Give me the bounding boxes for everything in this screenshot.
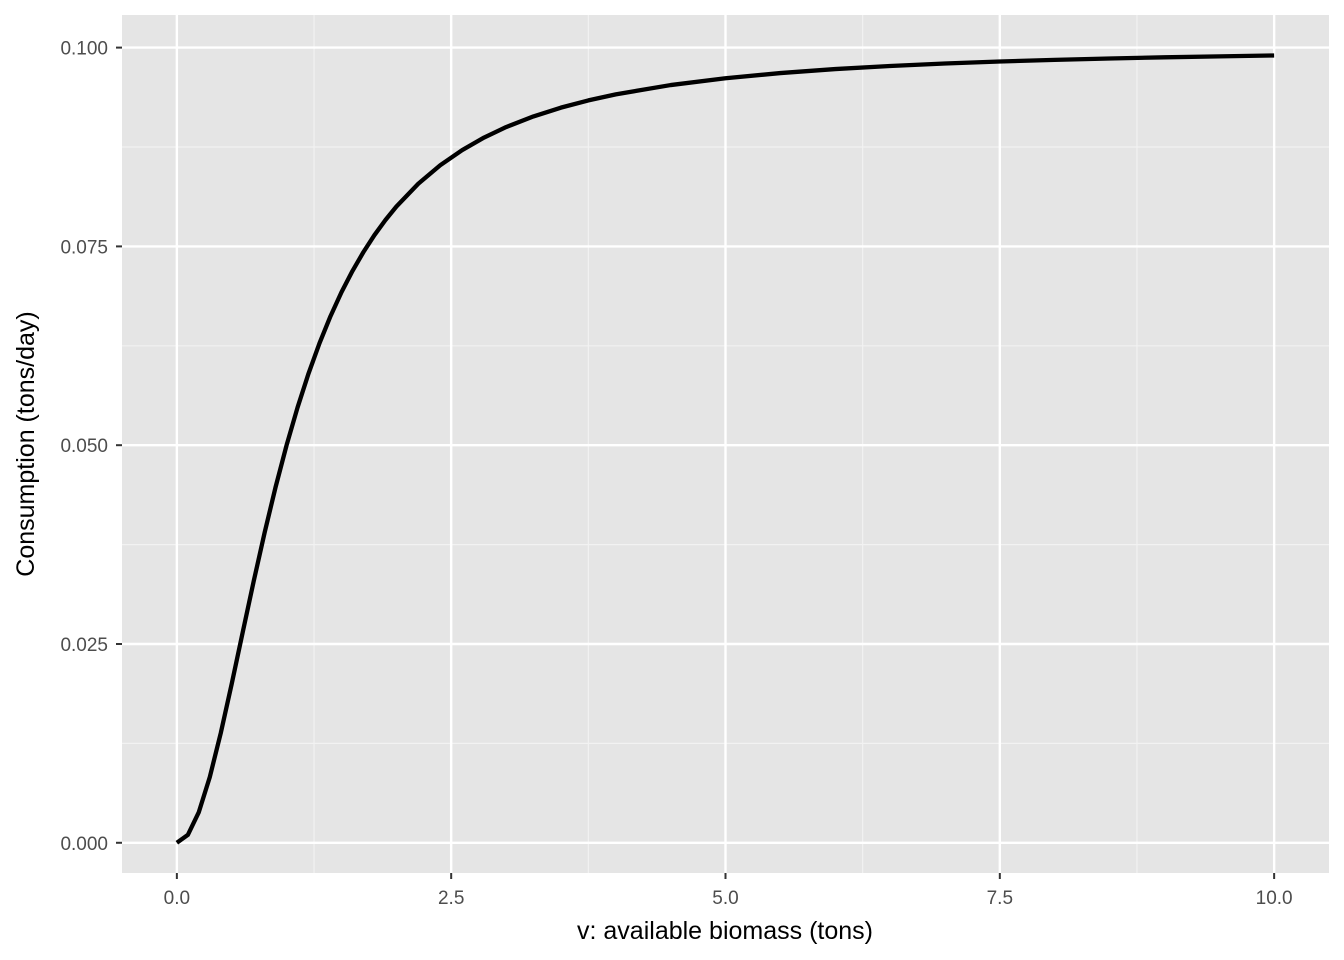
y-axis-title: Consumption (tons/day) [12, 311, 40, 576]
y-tick-label: 0.075 [60, 237, 108, 258]
x-axis-title: v: available biomass (tons) [577, 917, 873, 945]
y-tick-label: 0.050 [60, 436, 108, 457]
x-tick-label: 2.5 [438, 888, 464, 909]
series-line-0 [175, 53, 1275, 845]
x-tick-label: 5.0 [712, 888, 738, 909]
x-tick-label: 10.0 [1256, 888, 1293, 909]
series-layer [175, 53, 1275, 845]
major-gridlines [122, 15, 1329, 873]
y-tick-label: 0.100 [60, 39, 108, 60]
x-tick-label: 7.5 [987, 888, 1013, 909]
x-axis: 0.0 2.5 5.0 7.5 10.0 [164, 873, 1293, 909]
y-axis: 0.000 0.025 0.050 0.075 0.100 [60, 39, 122, 855]
x-tick-label: 0.0 [164, 888, 190, 909]
y-tick-label: 0.000 [60, 834, 108, 855]
y-tick-label: 0.025 [60, 635, 108, 656]
